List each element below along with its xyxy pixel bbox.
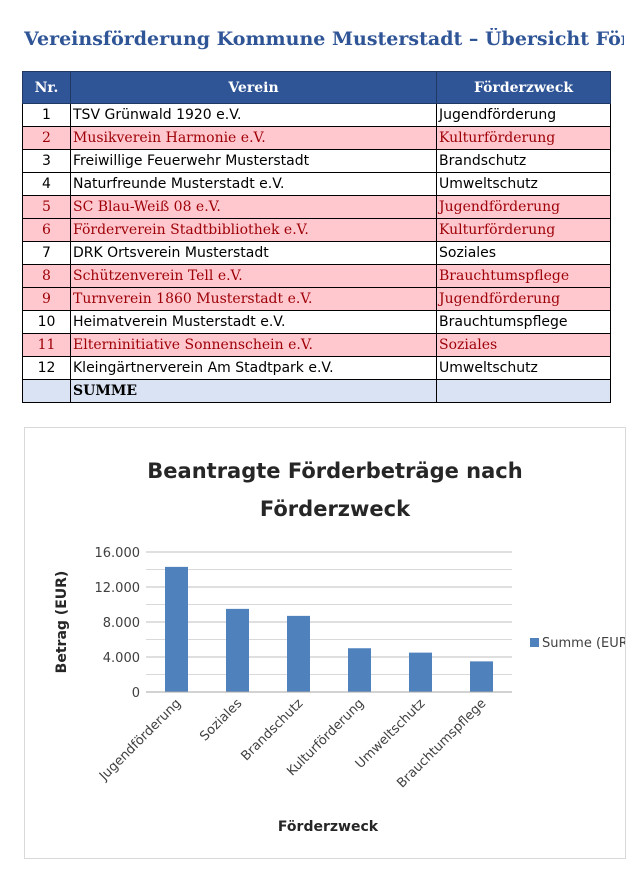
cell-nr: 4	[22, 172, 71, 196]
cell-nr: 9	[22, 287, 71, 311]
bar	[165, 566, 188, 692]
cell-verein: Schützenverein Tell e.V.	[70, 264, 437, 288]
cell-foerderzweck: Jugendförderung	[436, 195, 611, 219]
cell-verein: Elterninitiative Sonnenschein e.V.	[70, 333, 437, 357]
bar	[348, 648, 371, 692]
table-row: 1 TSV Grünwald 1920 e.V. Jugendförderung	[22, 103, 611, 127]
table-row: 6 Förderverein Stadtbibliothek e.V. Kultur…	[22, 218, 611, 242]
cell-nr: 3	[22, 149, 71, 173]
bar	[470, 661, 493, 692]
cell-nr: 5	[22, 195, 71, 219]
sum-label: SUMME	[70, 379, 437, 403]
bar	[226, 608, 249, 692]
cell-verein: TSV Grünwald 1920 e.V.	[70, 103, 437, 127]
x-tick-label: Brandschutz	[238, 696, 306, 764]
y-axis-title: Betrag (EUR)	[54, 571, 70, 674]
table-row: 3 Freiwillige Feuerwehr Musterstadt Brands…	[22, 149, 611, 173]
y-tick-label: 16.000	[95, 546, 141, 561]
cell-nr: 7	[22, 241, 71, 265]
cell-verein: Förderverein Stadtbibliothek e.V.	[70, 218, 437, 242]
cell-empty	[22, 379, 71, 403]
table-row: 4 Naturfreunde Musterstadt e.V. Umweltschu…	[22, 172, 611, 196]
cell-verein: SC Blau-Weiß 08 e.V.	[70, 195, 437, 219]
legend-label: Summe (EUR)	[542, 636, 625, 651]
cell-foerderzweck: Soziales	[436, 333, 611, 357]
cell-foerderzweck: Soziales	[436, 241, 611, 265]
bar	[409, 652, 432, 692]
cell-verein: Naturfreunde Musterstadt e.V.	[70, 172, 437, 196]
column-header-foerderzweck: Förderzweck	[436, 71, 611, 104]
cell-foerderzweck: Brandschutz	[436, 149, 611, 173]
cell-foerderzweck: Jugendförderung	[436, 287, 611, 311]
cell-nr: 11	[22, 333, 71, 357]
cell-foerderzweck: Kulturförderung	[436, 126, 611, 150]
sum-row: SUMME	[22, 379, 611, 403]
table-row: 8 Schützenverein Tell e.V. Brauchtumspfleg…	[22, 264, 611, 288]
x-tick-label: Soziales	[197, 696, 245, 744]
table-row: 12 Kleingärtnerverein Am Stadtpark e.V. Um…	[22, 356, 611, 380]
table-row: 5 SC Blau-Weiß 08 e.V. Jugendförderung	[22, 195, 611, 219]
cell-verein: Musikverein Harmonie e.V.	[70, 126, 437, 150]
y-tick-label: 4.000	[103, 651, 140, 666]
chart-container: Beantragte Förderbeträge nach Förderzweck…	[24, 427, 626, 859]
cell-verein: Heimatverein Musterstadt e.V.	[70, 310, 437, 334]
y-tick-label: 0	[132, 686, 140, 701]
cell-nr: 6	[22, 218, 71, 242]
cell-verein: Kleingärtnerverein Am Stadtpark e.V.	[70, 356, 437, 380]
sum-value	[436, 379, 611, 403]
cell-nr: 10	[22, 310, 71, 334]
legend-swatch	[530, 638, 539, 647]
column-header-nr: Nr.	[22, 71, 71, 104]
cell-foerderzweck: Brauchtumspflege	[436, 264, 611, 288]
cell-verein: Turnverein 1860 Musterstadt e.V.	[70, 287, 437, 311]
table-row: 10 Heimatverein Musterstadt e.V. Brauchtum…	[22, 310, 611, 334]
cell-nr: 1	[22, 103, 71, 127]
cell-foerderzweck: Jugendförderung	[436, 103, 611, 127]
y-tick-label: 8.000	[103, 616, 140, 631]
cell-verein: Freiwillige Feuerwehr Musterstadt	[70, 149, 437, 173]
x-axis-title: Förderzweck	[278, 819, 379, 835]
bar	[287, 615, 310, 692]
cell-foerderzweck: Kulturförderung	[436, 218, 611, 242]
column-header-verein: Verein	[70, 71, 437, 104]
cell-nr: 8	[22, 264, 71, 288]
cell-foerderzweck: Umweltschutz	[436, 356, 611, 380]
table-body: 1 TSV Grünwald 1920 e.V. Jugendförderung 2 M…	[22, 103, 611, 403]
chart-title-line-1: Beantragte Förderbeträge nach	[147, 459, 522, 483]
chart-title-line-2: Förderzweck	[260, 497, 411, 521]
table-row: 9 Turnverein 1860 Musterstadt e.V. Jugendf…	[22, 287, 611, 311]
page-title: Vereinsförderung Kommune Musterstadt – Ü…	[24, 28, 624, 50]
cell-verein: DRK Ortsverein Musterstadt	[70, 241, 437, 265]
y-tick-label: 12.000	[95, 581, 141, 596]
cell-foerderzweck: Umweltschutz	[436, 172, 611, 196]
table-row: 2 Musikverein Harmonie e.V. Kulturförderun…	[22, 126, 611, 150]
bar-chart: Beantragte Förderbeträge nach Förderzweck…	[54, 459, 625, 835]
table-header-row: Nr. Verein Förderzweck	[22, 71, 611, 104]
cell-foerderzweck: Brauchtumspflege	[436, 310, 611, 334]
table-row: 11 Elterninitiative Sonnenschein e.V. Sozi…	[22, 333, 611, 357]
x-tick-label: Jugendförderung	[96, 696, 184, 784]
cell-nr: 2	[22, 126, 71, 150]
grants-table: Nr. Verein Förderzweck 1 TSV Grünwald 192…	[22, 71, 611, 403]
cell-nr: 12	[22, 356, 71, 380]
table-row: 7 DRK Ortsverein Musterstadt Soziales	[22, 241, 611, 265]
